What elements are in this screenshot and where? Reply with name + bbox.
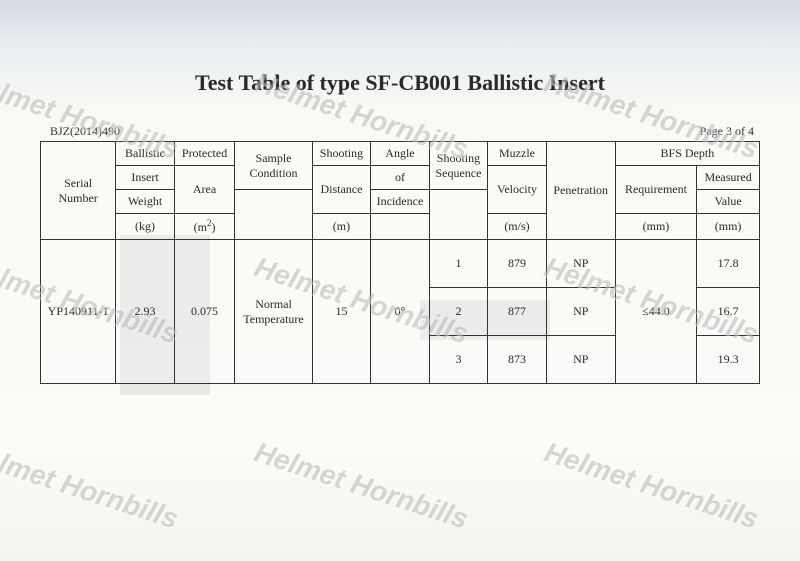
page-number: Page 3 of 4 [700,124,754,139]
watermark-text: Helmet Hornbills [541,436,762,535]
col-condition: Sample Condition [235,142,312,190]
col-velocity: Muzzle [488,142,547,166]
col-area: Protected [174,142,235,166]
cell-seq: 1 [429,240,488,288]
test-table: Serial Number Ballistic Protected Sample… [40,141,760,384]
cell-velocity: 873 [488,336,547,384]
col-weight: Ballistic [116,142,175,166]
cell-bfs-req: ≤44.0 [615,240,697,384]
cell-angle: 0° [371,240,430,384]
cell-weight: 2.93 [116,240,175,384]
table-header-row: Serial Number Ballistic Protected Sample… [41,142,760,166]
col-angle: Angle [371,142,430,166]
cell-distance: 15 [312,240,371,384]
col-sequence: Shooting Sequence [429,142,488,190]
cell-condition: Normal Temperature [235,240,312,384]
page-title: Test Table of type SF-CB001 Ballistic In… [40,70,760,96]
doc-reference: BJZ(2014)490 [50,124,120,139]
table-header-row: Insert Area Distance of Velocity Require… [41,166,760,190]
col-bfs-meas: Measured [697,166,760,190]
cell-velocity: 879 [488,240,547,288]
watermark-text: Helmet Hornbills [0,436,182,535]
col-bfs-group: BFS Depth [615,142,759,166]
table-header-row: (kg) (m2) (m) (m/s) (mm) (mm) [41,214,760,240]
col-distance: Shooting [312,142,371,166]
col-bfs-req: Requirement [615,166,697,214]
cell-serial: YP140911-1 [41,240,116,384]
col-penetration: Penetration [546,142,615,240]
cell-pen: NP [546,288,615,336]
cell-pen: NP [546,240,615,288]
meta-row: BJZ(2014)490 Page 3 of 4 [40,124,760,141]
cell-bfs: 19.3 [697,336,760,384]
cell-seq: 3 [429,336,488,384]
table-row: YP140911-1 2.93 0.075 Normal Temperature… [41,240,760,288]
cell-bfs: 17.8 [697,240,760,288]
col-serial: Serial Number [41,142,116,240]
document-page: Test Table of type SF-CB001 Ballistic In… [40,70,760,384]
cell-velocity: 877 [488,288,547,336]
cell-seq: 2 [429,288,488,336]
watermark-text: Helmet Hornbills [251,436,472,535]
cell-area: 0.075 [174,240,235,384]
cell-pen: NP [546,336,615,384]
cell-bfs: 16.7 [697,288,760,336]
